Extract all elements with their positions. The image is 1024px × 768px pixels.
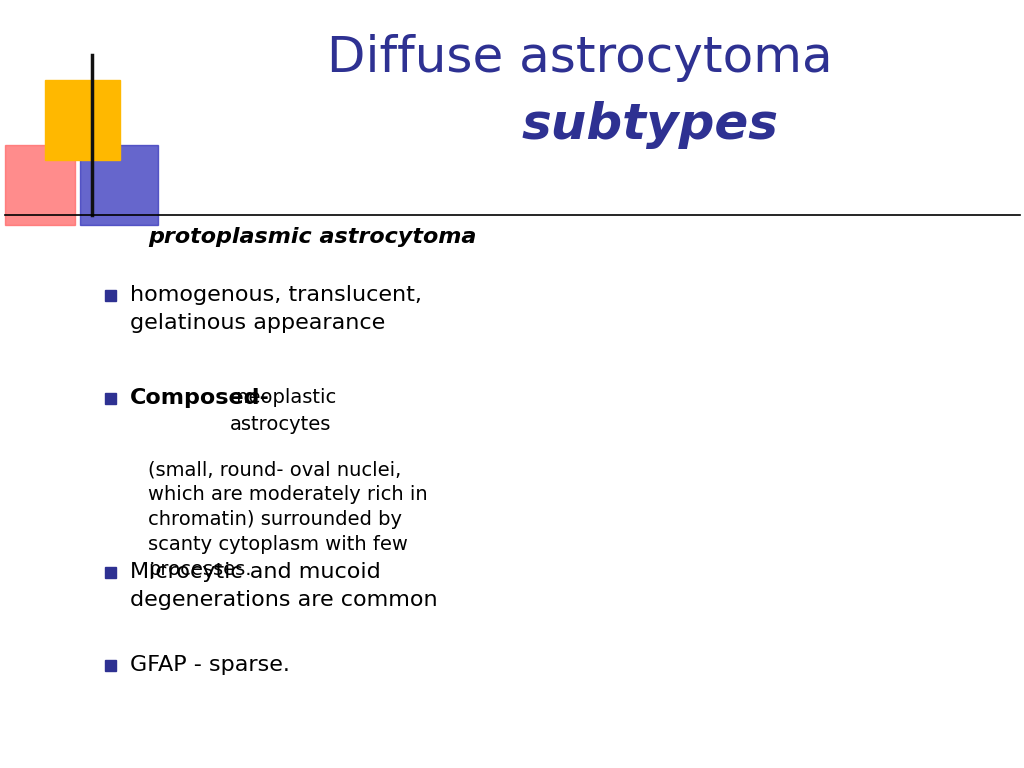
Bar xyxy=(105,392,116,403)
Text: GFAP - sparse.: GFAP - sparse. xyxy=(130,655,290,675)
Bar xyxy=(105,567,116,578)
Text: homogenous, translucent,
gelatinous appearance: homogenous, translucent, gelatinous appe… xyxy=(130,285,422,333)
Bar xyxy=(45,80,120,160)
Bar xyxy=(105,660,116,670)
Text: protoplasmic astrocytoma: protoplasmic astrocytoma xyxy=(148,227,476,247)
Text: Diffuse astrocytoma: Diffuse astrocytoma xyxy=(328,34,833,82)
Text: (small, round- oval nuclei,
which are moderately rich in
chromatin) surrounded b: (small, round- oval nuclei, which are mo… xyxy=(148,460,428,579)
Bar xyxy=(105,290,116,300)
Text: Microcytic and mucoid
degenerations are common: Microcytic and mucoid degenerations are … xyxy=(130,562,437,610)
Text: subtypes: subtypes xyxy=(521,101,778,149)
Text: neoplastic
astrocytes: neoplastic astrocytes xyxy=(230,388,336,433)
Text: Composed-: Composed- xyxy=(130,388,270,408)
Bar xyxy=(5,145,75,225)
Bar xyxy=(80,145,158,225)
